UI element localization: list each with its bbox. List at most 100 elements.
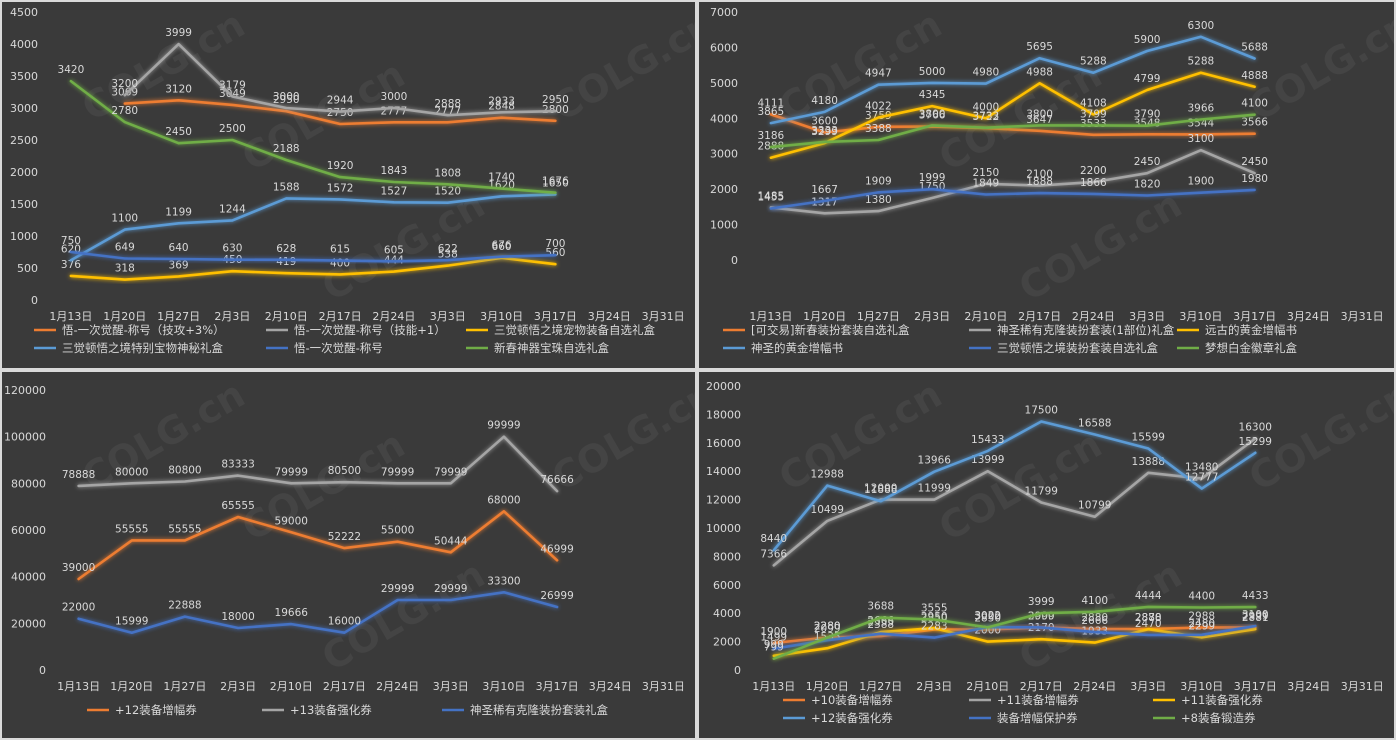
data-label: 2848 (488, 101, 515, 113)
price-line-chart-4: COLG.cnCOLG.cnCOLG.cnCOLG.cn020004000600… (706, 372, 1394, 725)
data-label: 1527 (381, 185, 408, 197)
y-tick-label: 20000 (11, 617, 46, 630)
y-tick-label: 10000 (706, 522, 741, 535)
x-tick-label: 3月3日 (433, 680, 469, 693)
data-label: 4980 (973, 67, 1000, 79)
data-label: 3388 (865, 123, 892, 135)
data-label: 10499 (811, 504, 844, 516)
y-tick-label: 1500 (10, 198, 38, 211)
data-label: 8440 (760, 533, 787, 545)
series-line (772, 420, 1257, 552)
data-label: 2880 (1081, 612, 1108, 624)
data-label: 55555 (168, 523, 201, 535)
x-tick-label: 3月10日 (480, 310, 523, 323)
data-label: 78888 (62, 469, 95, 481)
data-label: 2299 (1188, 620, 1215, 632)
y-tick-label: 0 (731, 254, 738, 267)
data-label: 29999 (381, 583, 414, 595)
watermark-text: COLG.cn (1012, 182, 1190, 310)
data-label: 52222 (328, 531, 361, 543)
data-label: 1485 (758, 190, 785, 202)
data-label: 3533 (1080, 118, 1107, 130)
legend-label: 新春神器宝珠自选礼盒 (494, 341, 609, 355)
x-tick-label: 2月24日 (376, 680, 419, 693)
x-tick-label: 1月27日 (163, 680, 206, 693)
series-line (69, 250, 557, 263)
data-label: 55555 (115, 523, 148, 535)
y-tick-label: 3000 (10, 102, 38, 115)
x-tick-label: 2月3日 (916, 680, 952, 693)
data-label: 4111 (758, 97, 785, 109)
data-label: 80800 (168, 464, 201, 476)
y-tick-label: 2500 (10, 134, 38, 147)
x-tick-label: 1月13日 (749, 310, 792, 323)
data-label: 2881 (1242, 612, 1269, 624)
x-tick-label: 2月24日 (1072, 310, 1115, 323)
y-tick-label: 3000 (710, 148, 738, 161)
data-label: 2988 (1188, 611, 1215, 623)
y-tick-label: 8000 (713, 550, 741, 563)
data-label: 2280 (814, 621, 841, 633)
data-label: 1667 (811, 184, 838, 196)
y-tick-label: 60000 (11, 524, 46, 537)
data-label: 1520 (434, 186, 461, 198)
x-tick-label: 1月27日 (157, 310, 200, 323)
data-label: 10799 (1078, 500, 1111, 512)
data-label: 630 (222, 243, 242, 255)
legend-label: 悟-一次觉醒-称号 (294, 341, 383, 355)
data-label: 16588 (1078, 417, 1111, 429)
legend-label: 三觉顿悟之境装扮套装自选礼盒 (997, 341, 1158, 355)
data-label: 3000 (974, 610, 1001, 622)
data-label: 2780 (111, 105, 138, 117)
data-label: 1920 (327, 160, 354, 172)
chart-panel-bottom-right: COLG.cn COLG.cn COLG.cn COLG.cn 0 2000 4000 600… (699, 372, 1394, 738)
data-label: 80500 (328, 465, 361, 477)
series-line (769, 71, 1256, 159)
series-line (769, 113, 1256, 149)
data-label: 640 (169, 242, 189, 254)
data-label: 1100 (111, 213, 138, 225)
x-tick-label: 3月3日 (1130, 680, 1166, 693)
y-tick-label: 4500 (10, 6, 38, 19)
data-label: 50444 (434, 535, 468, 547)
data-label: 628 (276, 243, 296, 255)
data-label: 76666 (540, 474, 574, 486)
y-tick-label: 18000 (706, 408, 741, 421)
x-tick-label: 1月13日 (49, 310, 92, 323)
y-tick-label: 4000 (10, 38, 38, 51)
data-label: 369 (169, 259, 189, 271)
data-label: 2450 (1134, 156, 1161, 168)
data-label: 15599 (1132, 431, 1165, 443)
y-tick-label: 14000 (706, 465, 741, 478)
data-label: 4000 (973, 101, 1000, 113)
y-tick-label: 2000 (10, 166, 38, 179)
data-label: 1455 (758, 191, 785, 203)
data-label: 660 (492, 241, 512, 253)
x-tick-label: 3月17日 (1234, 680, 1277, 693)
data-label: 55000 (381, 525, 414, 537)
x-tick-label: 2月24日 (1073, 680, 1116, 693)
data-label: 39000 (62, 562, 95, 574)
x-tick-label: 2月10日 (964, 310, 1007, 323)
data-label: 68000 (487, 494, 520, 506)
data-label: 3100 (1242, 609, 1269, 621)
data-label: 1808 (434, 167, 461, 179)
legend-label: +11装备强化券 (1181, 693, 1263, 707)
x-tick-label: 2月3日 (214, 310, 250, 323)
x-tick-label: 3月10日 (1179, 310, 1222, 323)
y-tick-label: 120000 (4, 384, 46, 397)
data-label: 11888 (864, 484, 897, 496)
y-tick-label: 2000 (710, 183, 738, 196)
data-label: 3420 (58, 64, 85, 76)
data-label: 2870 (1135, 612, 1162, 624)
data-label: 2999 (1242, 610, 1269, 622)
legend-label: 远古的黄金增幅书 (1205, 323, 1297, 337)
data-label: 2888 (1135, 612, 1162, 624)
data-label: 676 (492, 240, 512, 252)
series-line (77, 510, 559, 581)
data-label: 3800 (919, 108, 946, 120)
legend-label: 装备增幅保护券 (997, 711, 1078, 725)
x-tick-label: 2月10日 (270, 680, 313, 693)
x-tick-label: 3月10日 (482, 680, 525, 693)
series-line (123, 42, 557, 117)
